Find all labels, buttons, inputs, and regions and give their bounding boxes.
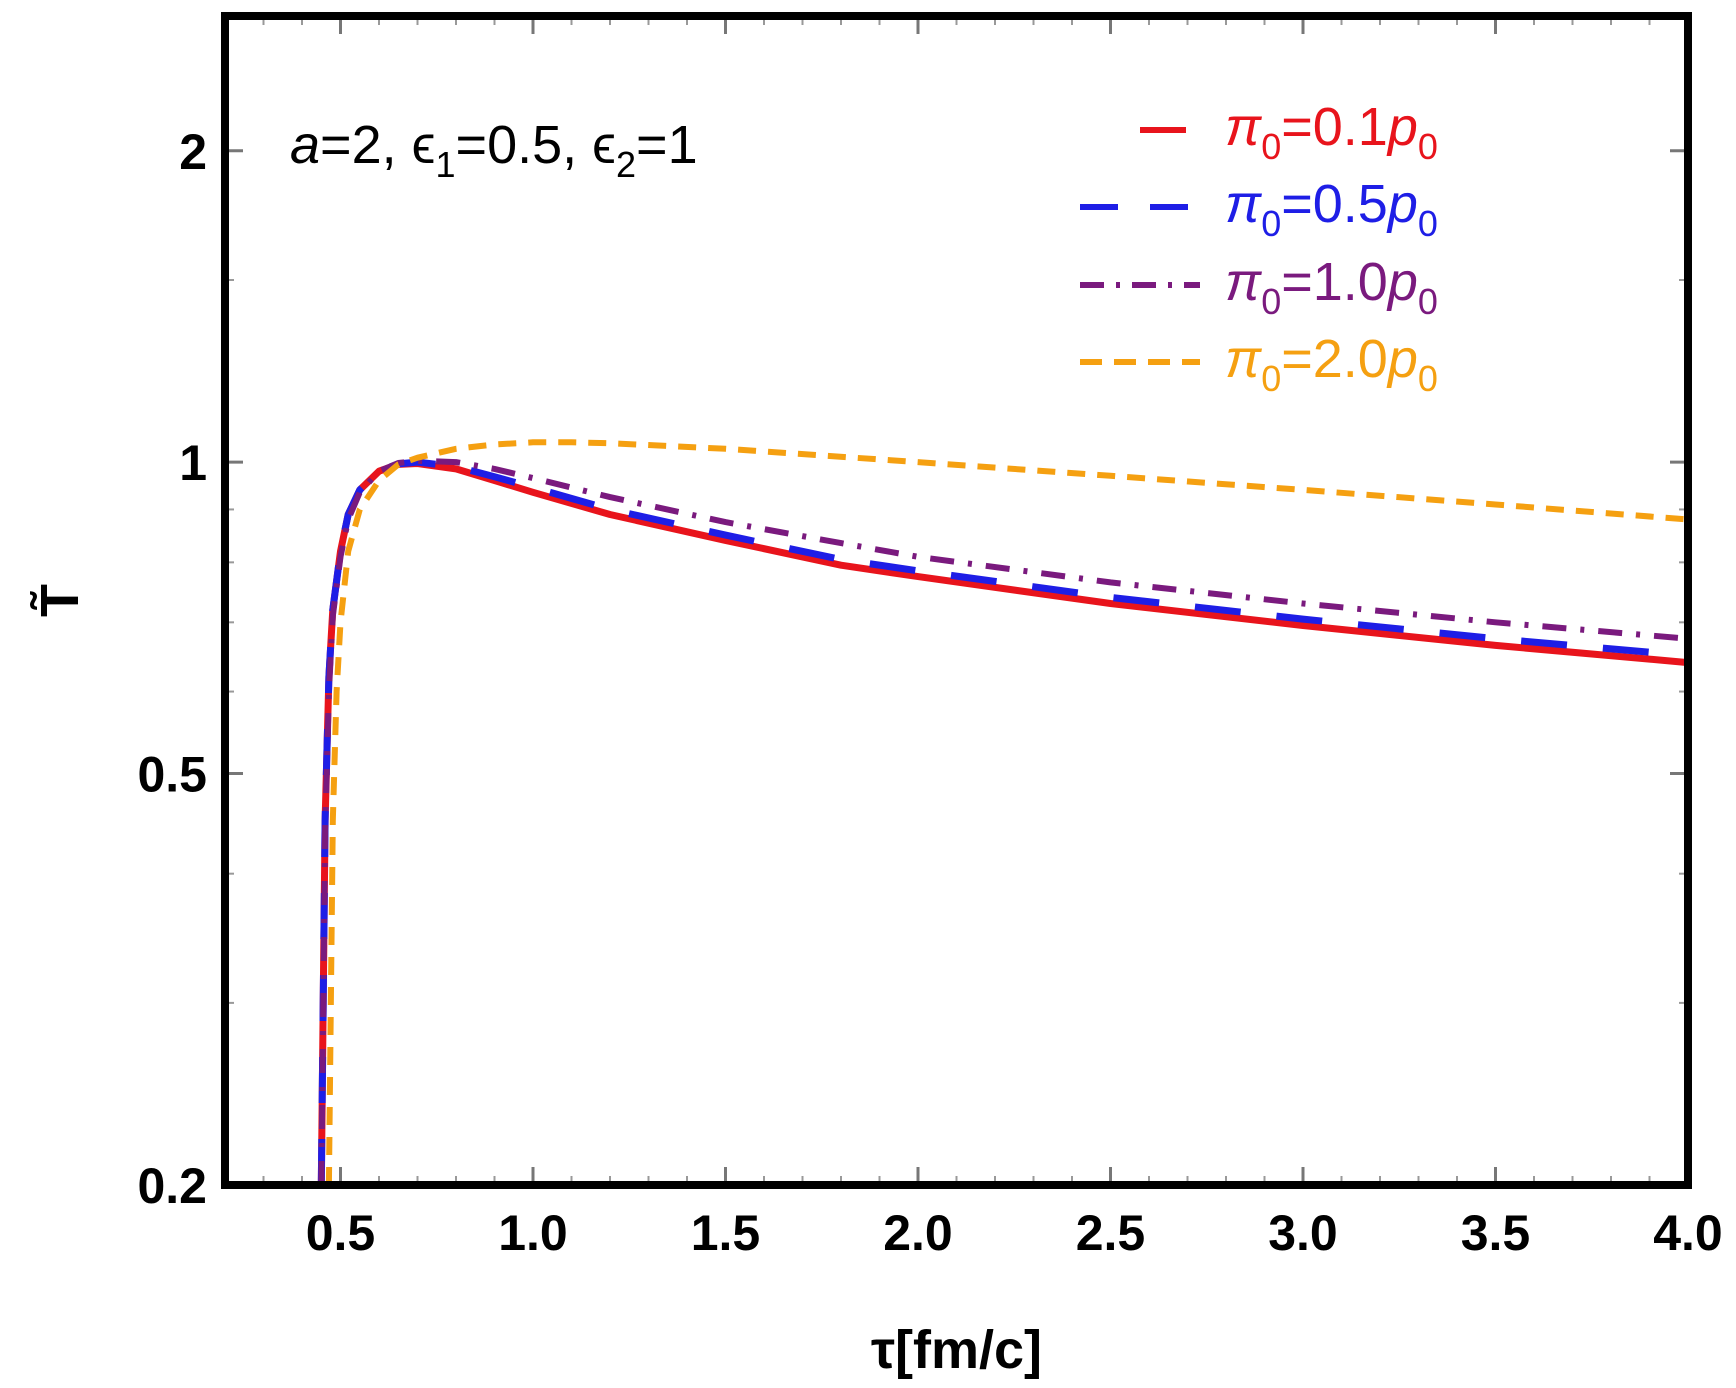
param-eps2-subscript: 2: [616, 144, 636, 185]
legend-label-part: p: [1386, 97, 1418, 157]
legend-label-part: 0: [1418, 281, 1438, 322]
x-tick-labels: 0.5 1.0 1.5 2.0 2.5 3.0 3.5 4.0: [306, 1205, 1723, 1261]
legend-label-part: p: [1386, 174, 1418, 234]
series-line-2: [317, 458, 1689, 1186]
y-tick-label: 1: [179, 435, 207, 491]
legend-label-part: =2.0: [1281, 329, 1388, 389]
legend-label-part: π: [1225, 97, 1262, 157]
y-axis-label: T̃: [30, 584, 90, 617]
series-line-4: [325, 439, 1689, 1186]
legend-label: π0=0.1p0: [1225, 97, 1438, 167]
series-layer: [317, 439, 1689, 1186]
param-eps2-value: =1: [636, 115, 698, 175]
param-eps2: ϵ: [592, 115, 616, 175]
legend-label-part: 0: [1418, 203, 1438, 244]
legend-label-part: p: [1386, 252, 1418, 312]
legend-label-part: =1.0: [1281, 252, 1388, 312]
param-eps1-subscript: 1: [436, 144, 456, 185]
legend-label-part: π: [1225, 252, 1262, 312]
legend-label-part: 0: [1261, 203, 1281, 244]
legend-item: π0=0.5p0: [1080, 174, 1438, 244]
x-axis-label: τ[fm/c]: [871, 1320, 1042, 1380]
series-line-3: [318, 457, 1689, 1186]
y-tick-label: 0.5: [137, 746, 207, 802]
legend-label-part: p: [1386, 329, 1418, 389]
legend-label: π0=2.0p0: [1225, 329, 1438, 399]
y-tick-label: 0.2: [137, 1158, 207, 1214]
legend-item: π0=1.0p0: [1080, 252, 1438, 322]
x-tick-label: 2.0: [883, 1205, 953, 1261]
x-tick-label: 4.0: [1653, 1205, 1723, 1261]
y-tick-labels: 0.2 0.5 1 2: [137, 124, 207, 1214]
legend-label-part: π: [1225, 174, 1262, 234]
legend-label-part: =0.5: [1281, 174, 1388, 234]
param-eps1-value: =0.5,: [456, 115, 593, 175]
legend-label-part: π: [1225, 329, 1262, 389]
legend-label: π0=1.0p0: [1225, 252, 1438, 322]
x-tick-label: 1.5: [691, 1205, 761, 1261]
legend-label-part: 0: [1418, 126, 1438, 167]
legend-item: π0=0.1p0: [1140, 97, 1438, 167]
y-tick-label: 2: [179, 124, 207, 180]
plot-frame: [221, 12, 1692, 1189]
x-tick-label: 3.0: [1268, 1205, 1338, 1261]
legend-label-part: =0.1: [1281, 97, 1388, 157]
x-tick-label: 2.5: [1076, 1205, 1146, 1261]
parameter-annotation: a=2, ϵ1=0.5, ϵ2=1: [290, 115, 698, 185]
x-tick-label: 1.0: [498, 1205, 568, 1261]
legend-label-part: 0: [1418, 358, 1438, 399]
param-eps1: ϵ: [412, 115, 436, 175]
param-a-value: =2,: [320, 115, 412, 175]
legend-label-part: 0: [1261, 126, 1281, 167]
legend-label-part: 0: [1261, 281, 1281, 322]
x-tick-label: 0.5: [306, 1205, 376, 1261]
legend-item: π0=2.0p0: [1080, 329, 1438, 399]
param-a: a: [290, 115, 320, 175]
legend-label: π0=0.5p0: [1225, 174, 1438, 244]
legend-label-part: 0: [1261, 358, 1281, 399]
x-tick-label: 3.5: [1461, 1205, 1531, 1261]
